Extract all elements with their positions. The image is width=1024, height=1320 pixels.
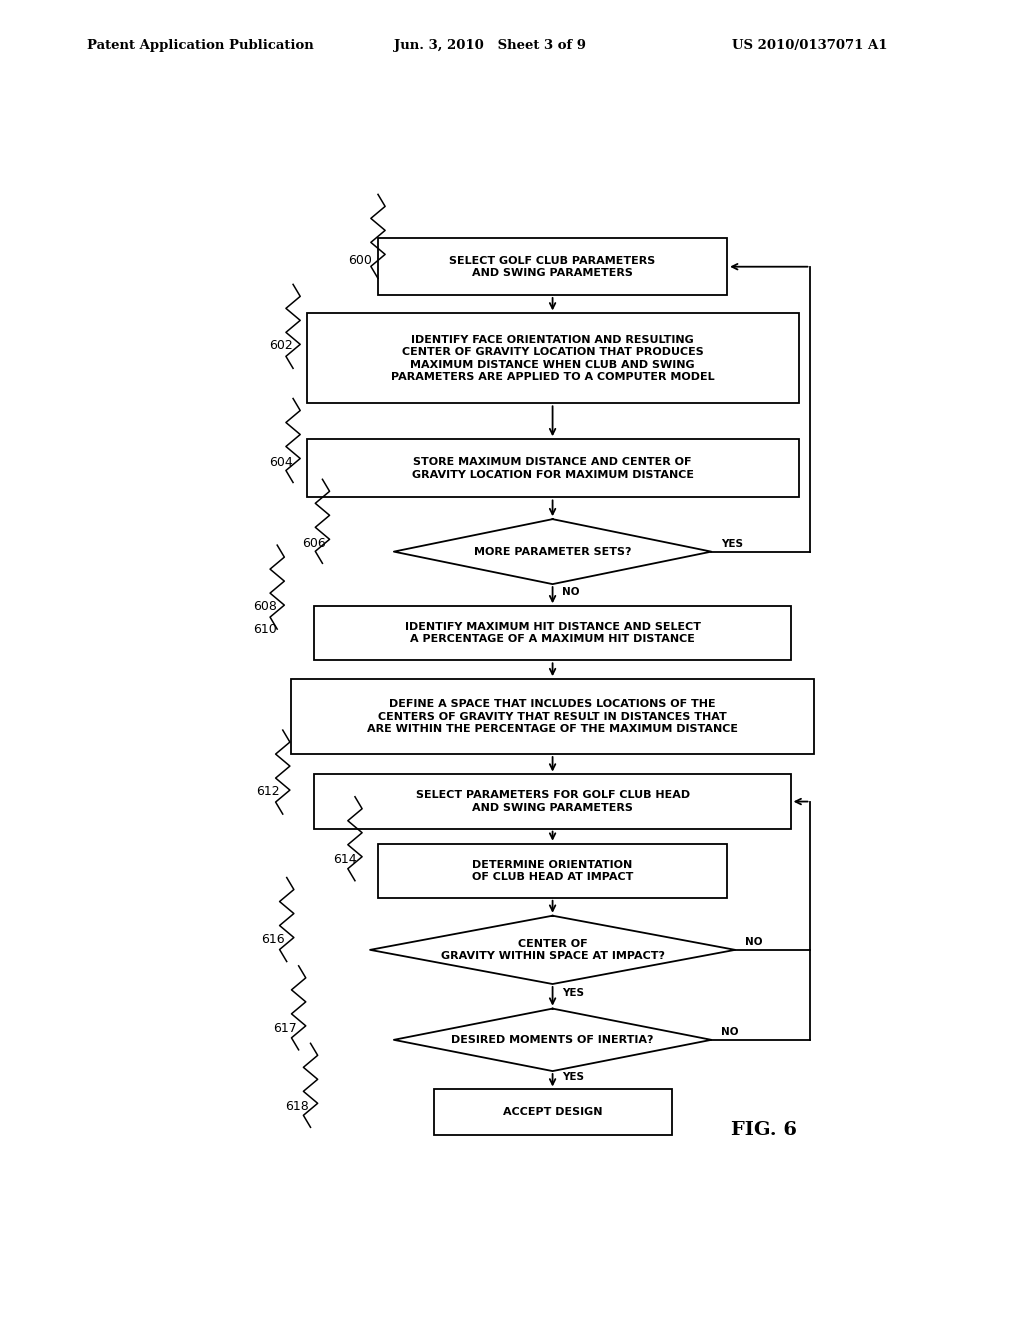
Polygon shape bbox=[370, 916, 735, 983]
Text: SELECT GOLF CLUB PARAMETERS
AND SWING PARAMETERS: SELECT GOLF CLUB PARAMETERS AND SWING PA… bbox=[450, 256, 655, 279]
Text: 610: 610 bbox=[253, 623, 278, 636]
Text: 616: 616 bbox=[261, 933, 285, 946]
Text: Patent Application Publication: Patent Application Publication bbox=[87, 38, 313, 51]
Text: NO: NO bbox=[744, 937, 762, 946]
Text: 614: 614 bbox=[333, 854, 356, 866]
FancyBboxPatch shape bbox=[314, 775, 791, 829]
Text: 608: 608 bbox=[253, 601, 278, 612]
Text: DETERMINE ORIENTATION
OF CLUB HEAD AT IMPACT: DETERMINE ORIENTATION OF CLUB HEAD AT IM… bbox=[472, 859, 633, 882]
Text: 600: 600 bbox=[348, 253, 373, 267]
Text: IDENTIFY MAXIMUM HIT DISTANCE AND SELECT
A PERCENTAGE OF A MAXIMUM HIT DISTANCE: IDENTIFY MAXIMUM HIT DISTANCE AND SELECT… bbox=[404, 622, 700, 644]
FancyBboxPatch shape bbox=[378, 239, 727, 296]
Text: SELECT PARAMETERS FOR GOLF CLUB HEAD
AND SWING PARAMETERS: SELECT PARAMETERS FOR GOLF CLUB HEAD AND… bbox=[416, 791, 689, 813]
Text: YES: YES bbox=[562, 989, 584, 998]
Text: STORE MAXIMUM DISTANCE AND CENTER OF
GRAVITY LOCATION FOR MAXIMUM DISTANCE: STORE MAXIMUM DISTANCE AND CENTER OF GRA… bbox=[412, 457, 693, 479]
Text: YES: YES bbox=[562, 1072, 584, 1082]
Text: 604: 604 bbox=[269, 455, 293, 469]
Text: DEFINE A SPACE THAT INCLUDES LOCATIONS OF THE
CENTERS OF GRAVITY THAT RESULT IN : DEFINE A SPACE THAT INCLUDES LOCATIONS O… bbox=[367, 700, 738, 734]
Text: MORE PARAMETER SETS?: MORE PARAMETER SETS? bbox=[474, 546, 632, 557]
Text: NO: NO bbox=[562, 587, 580, 597]
Text: FIG. 6: FIG. 6 bbox=[731, 1121, 797, 1139]
FancyBboxPatch shape bbox=[378, 843, 727, 898]
Polygon shape bbox=[394, 519, 712, 585]
FancyBboxPatch shape bbox=[433, 1089, 672, 1135]
Text: YES: YES bbox=[721, 539, 742, 549]
Text: 612: 612 bbox=[257, 785, 281, 799]
FancyBboxPatch shape bbox=[306, 440, 799, 498]
Text: US 2010/0137071 A1: US 2010/0137071 A1 bbox=[732, 38, 888, 51]
FancyBboxPatch shape bbox=[291, 678, 814, 754]
Text: Jun. 3, 2010   Sheet 3 of 9: Jun. 3, 2010 Sheet 3 of 9 bbox=[394, 38, 586, 51]
FancyBboxPatch shape bbox=[314, 606, 791, 660]
Text: ACCEPT DESIGN: ACCEPT DESIGN bbox=[503, 1107, 602, 1117]
Text: 602: 602 bbox=[269, 339, 293, 352]
Text: 618: 618 bbox=[285, 1100, 309, 1113]
Text: CENTER OF
GRAVITY WITHIN SPACE AT IMPACT?: CENTER OF GRAVITY WITHIN SPACE AT IMPACT… bbox=[440, 939, 665, 961]
Text: 617: 617 bbox=[273, 1022, 297, 1035]
Text: DESIRED MOMENTS OF INERTIA?: DESIRED MOMENTS OF INERTIA? bbox=[452, 1035, 654, 1045]
Text: NO: NO bbox=[721, 1027, 738, 1036]
FancyBboxPatch shape bbox=[306, 313, 799, 404]
Polygon shape bbox=[394, 1008, 712, 1071]
Text: 606: 606 bbox=[303, 537, 327, 550]
Text: IDENTIFY FACE ORIENTATION AND RESULTING
CENTER OF GRAVITY LOCATION THAT PRODUCES: IDENTIFY FACE ORIENTATION AND RESULTING … bbox=[391, 335, 715, 381]
